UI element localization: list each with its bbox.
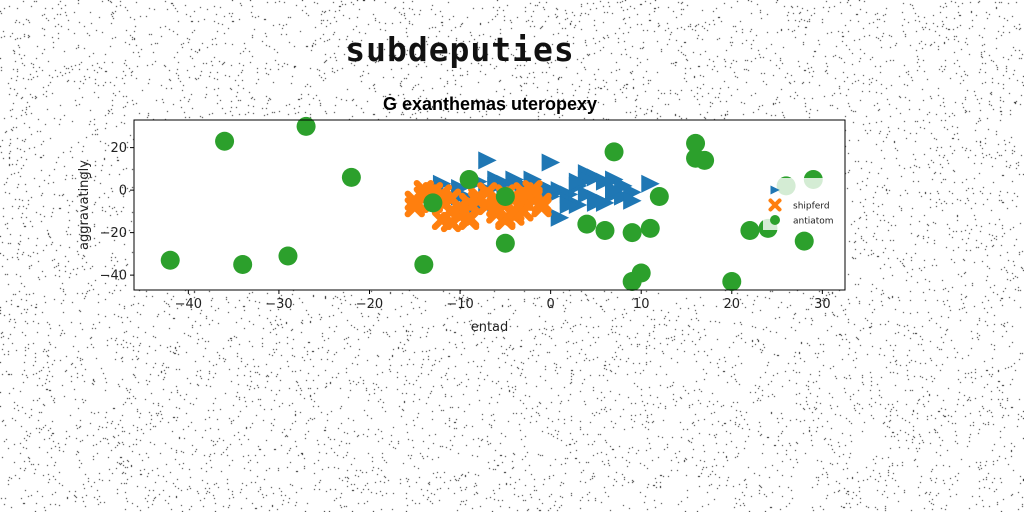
x-tick-label: −20 [356,297,383,312]
data-point [215,131,235,151]
data-point [404,196,425,218]
data-point [604,142,624,162]
data-point [296,116,316,136]
series-shipferd [404,179,552,233]
data-point [577,214,597,234]
y-tick-label: −20 [100,226,127,241]
data-point [458,209,480,231]
data-point [605,181,624,200]
data-point [459,170,479,189]
data-point [414,255,434,274]
data-point-stroke [504,201,525,222]
data-point [160,250,180,270]
x-tick-label: −40 [175,297,202,312]
x-tick-label: 10 [633,297,650,312]
data-point [278,246,298,266]
data-point [495,187,515,206]
x-tick-label: 0 [546,297,554,312]
data-point [341,167,361,187]
data-point [550,208,570,227]
data-points [160,116,823,291]
data-point-stroke [404,196,425,218]
data-point [686,133,706,153]
data-point-stroke [458,209,480,231]
data-point [794,231,814,251]
x-tick-label: −10 [446,297,473,312]
data-point [740,221,760,240]
plot-frame [133,119,846,291]
data-point [504,201,525,222]
data-point [577,170,597,189]
legend: shipferd antiatom [763,178,841,230]
legend-marker [770,185,780,195]
data-point [722,272,742,291]
data-point [641,174,660,193]
data-point [541,153,561,172]
x-axis-ticks: −40 −30 −20 −10 0 10 20 30 [175,290,831,312]
series-antiatom [160,116,823,291]
data-point [640,218,660,238]
legend-marker [768,198,782,212]
data-point-stroke [522,179,543,201]
data-point [531,196,552,218]
y-axis-ticks: −40 −20 0 20 [100,141,134,284]
data-point [233,255,253,274]
data-point [559,196,579,214]
data-point [522,179,543,201]
x-axis-label: entad [471,320,509,335]
data-point [622,272,642,291]
data-point [595,221,615,240]
legend-label: shipferd [793,202,830,212]
y-tick-label: 20 [110,141,127,156]
data-point [649,187,669,206]
data-point [478,151,497,170]
data-point-stroke [531,196,552,218]
x-tick-label: 20 [724,297,741,312]
legend-marker [770,215,780,225]
data-point [695,150,715,170]
y-tick-label: 0 [119,184,127,199]
chart-title: G exanthemas uteropexy [383,94,597,114]
data-point [622,223,642,243]
y-axis-label: aggravatingly [77,160,92,250]
data-point [568,172,588,191]
y-tick-label: −40 [100,269,127,284]
legend-label: antiatom [793,217,834,227]
x-tick-label: 30 [814,297,831,312]
data-point-stroke [468,190,489,211]
page-title: subdeputies [345,30,575,69]
data-point [423,193,443,213]
data-point [586,193,606,212]
x-tick-label: −30 [265,297,292,312]
data-point-stroke [449,205,471,226]
data-point [623,191,642,210]
legend-marker-stroke [768,198,782,212]
data-point [495,233,515,253]
